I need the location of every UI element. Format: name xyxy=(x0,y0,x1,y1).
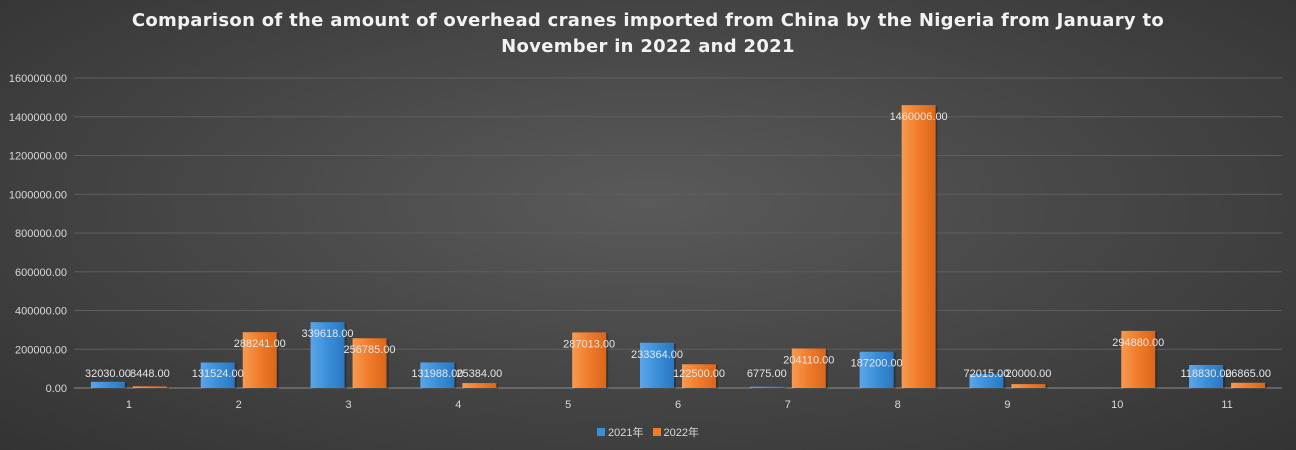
bar-2021-7 xyxy=(749,386,784,388)
bar-2021-6 xyxy=(640,342,674,388)
bar-2021-2 xyxy=(200,362,235,388)
data-label: 204110.00 xyxy=(783,354,834,366)
x-tick-label: 10 xyxy=(1111,399,1123,411)
x-tick-label: 8 xyxy=(895,399,901,411)
x-axis-ticks: 1 2 3 4 5 6 7 8 9 10 11 xyxy=(126,399,1233,411)
data-label: 8448.00 xyxy=(130,368,170,380)
bar-2021-1 xyxy=(90,381,125,388)
data-label: 118830.00 xyxy=(1180,368,1231,380)
y-axis-ticks: 0.00 200000.00 400000.00 600000.00 800000.00… xyxy=(9,73,67,395)
legend-item-2022: 2022年 xyxy=(652,424,700,440)
bar-2022-11 xyxy=(1231,382,1266,388)
y-tick-label: 400000.00 xyxy=(15,306,67,318)
bar-2022-8 xyxy=(901,105,936,388)
bar-2021-8 xyxy=(859,351,894,388)
data-label: 131524.00 xyxy=(192,368,244,380)
bar-2022-10 xyxy=(1121,330,1156,388)
data-label: 288241.00 xyxy=(234,338,286,350)
bar-shadow xyxy=(134,387,169,389)
bar-2022-9 xyxy=(1011,384,1046,388)
data-label: 32030.00 xyxy=(85,368,131,380)
data-label: 287013.00 xyxy=(563,338,615,350)
x-tick-label: 7 xyxy=(785,399,791,411)
bar-2022-6 xyxy=(682,364,716,388)
x-tick-label: 5 xyxy=(565,399,571,411)
bar-2022-2 xyxy=(242,332,277,388)
bar-2022-5 xyxy=(572,332,607,388)
y-tick-label: 1600000.00 xyxy=(9,73,67,85)
y-tick-label: 800000.00 xyxy=(15,228,67,240)
legend-label-2022: 2022年 xyxy=(663,427,700,439)
y-tick-label: 200000.00 xyxy=(15,344,67,356)
data-label: 20000.00 xyxy=(1006,368,1052,380)
legend-item-2021: 2021年 xyxy=(596,424,644,440)
bar-2022-7 xyxy=(791,348,826,388)
bar-2021-11 xyxy=(1189,364,1224,388)
bar-2021-3 xyxy=(310,322,345,388)
data-label: 131988.00 xyxy=(411,368,463,380)
y-tick-label: 1200000.00 xyxy=(9,151,67,163)
x-tick-label: 4 xyxy=(455,399,461,411)
data-label: 6775.00 xyxy=(747,368,787,380)
legend-swatch-2022 xyxy=(652,428,661,436)
bars xyxy=(90,105,1268,389)
y-tick-label: 0.00 xyxy=(46,383,67,395)
x-tick-label: 6 xyxy=(675,399,681,411)
data-label: 72015.00 xyxy=(964,368,1010,380)
data-label: 1460006.00 xyxy=(890,111,948,123)
bar-2022-1 xyxy=(132,386,167,388)
data-labels: 32030.00 8448.00 131524.00 288241.00 339618.… xyxy=(85,111,1271,380)
data-label: 25384.00 xyxy=(456,368,502,380)
bar-2022-3 xyxy=(352,338,387,388)
legend-label-2021: 2021年 xyxy=(607,427,644,439)
data-label: 339618.00 xyxy=(302,328,354,340)
x-tick-label: 1 xyxy=(126,399,132,411)
bar-shadow xyxy=(751,387,786,389)
data-label: 122500.00 xyxy=(673,368,725,380)
data-label: 187200.00 xyxy=(851,358,903,370)
y-tick-label: 600000.00 xyxy=(15,267,67,279)
data-label: 26865.00 xyxy=(1225,368,1271,380)
bar-2021-9 xyxy=(969,374,1004,388)
data-label: 233364.00 xyxy=(631,349,683,361)
x-tick-label: 11 xyxy=(1221,399,1232,411)
bar-2021-4 xyxy=(420,362,455,388)
x-tick-label: 9 xyxy=(1004,399,1010,411)
legend-swatch-2021 xyxy=(596,428,605,436)
data-label: 256785.00 xyxy=(344,344,396,356)
bar-2022-4 xyxy=(462,383,497,388)
x-tick-label: 3 xyxy=(345,399,351,411)
data-label: 294880.00 xyxy=(1112,337,1164,349)
chart-title: Comparison of the amount of overhead cra… xyxy=(131,10,1165,57)
legend: 2021年 2022年 xyxy=(0,424,1296,440)
y-tick-label: 1400000.00 xyxy=(9,112,67,124)
y-tick-label: 1000000.00 xyxy=(9,189,67,201)
x-tick-label: 2 xyxy=(236,399,242,411)
